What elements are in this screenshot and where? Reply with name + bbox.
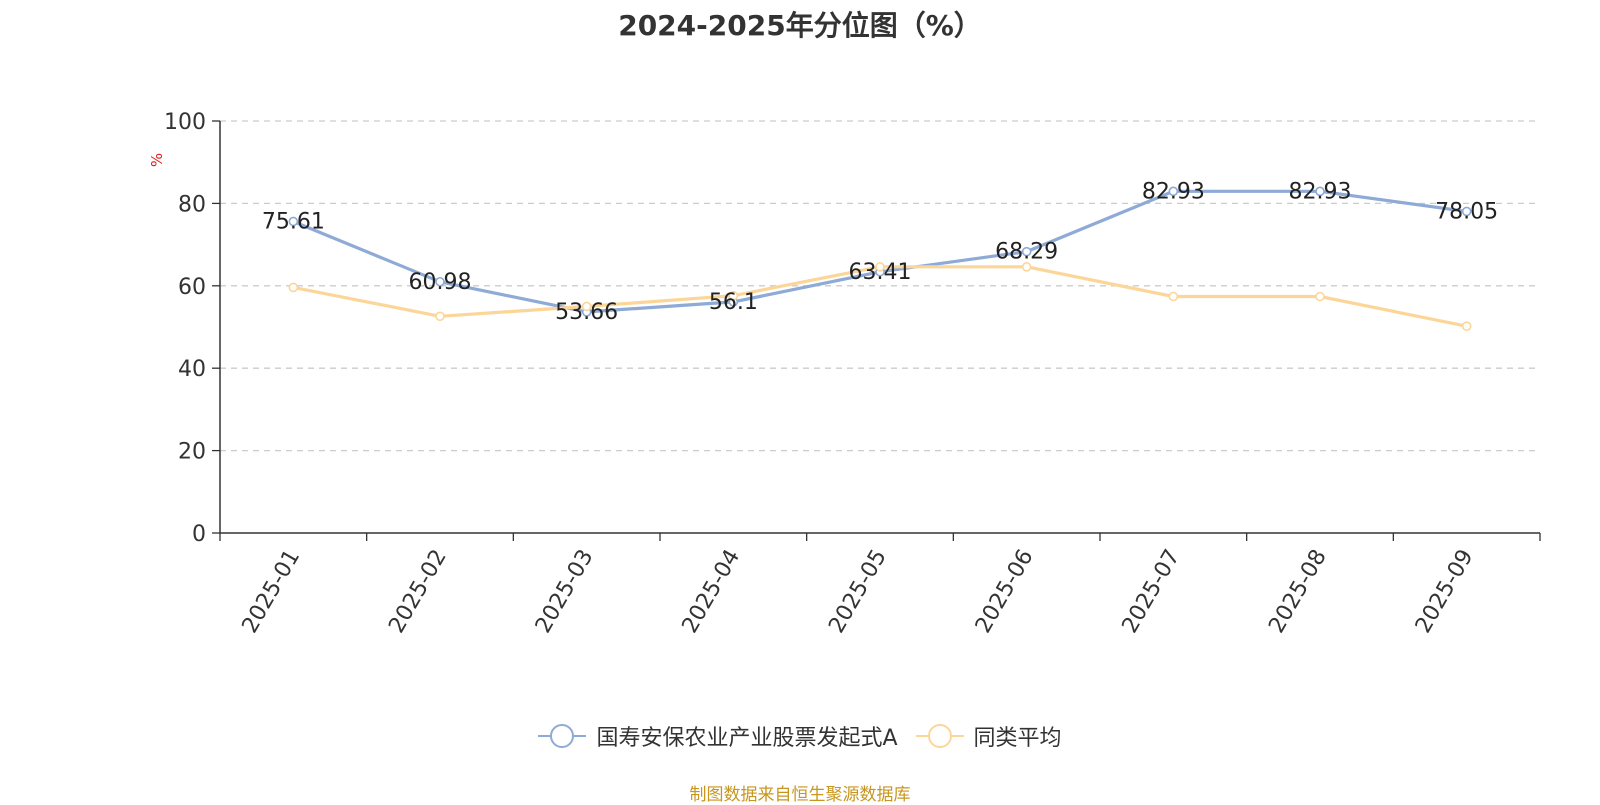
data-point-1 — [875, 262, 885, 272]
data-point-1 — [728, 290, 739, 301]
x-axis-ticks: 2025-01 2025-02 2025-03 2025-04 2025-05 2025-… — [219, 533, 1541, 637]
data-point-1 — [1021, 262, 1032, 272]
data-point-0 — [288, 216, 299, 227]
data-point-0 — [1461, 206, 1472, 217]
data-point-1 — [581, 301, 592, 312]
x-tick-label: 2025-05 — [824, 545, 892, 637]
legend-marker-icon — [927, 724, 952, 748]
data-point-1 — [1168, 291, 1179, 302]
x-tick-label: 2025-06 — [971, 545, 1039, 637]
chart-title: 2024-2025年分位图（%） — [618, 9, 982, 42]
y-axis-label: % — [148, 153, 166, 167]
data-label: 68.29 — [995, 240, 1058, 265]
y-tick-label: 60 — [178, 275, 206, 300]
legend-label-fund: 国寿安保农业产业股票发起式A — [596, 726, 898, 751]
data-point-1 — [1315, 291, 1325, 302]
data-point-0 — [1315, 186, 1325, 197]
data-point-0 — [435, 276, 445, 287]
x-tick-label: 2025-02 — [384, 545, 452, 637]
data-labels: 75.61 60.98 53.66 56.1 63.41 68.29 82.93 82.93 7… — [262, 179, 1498, 325]
data-point-1 — [1461, 321, 1472, 331]
y-tick-label: 40 — [178, 357, 206, 382]
x-tick-label: 2025-09 — [1411, 545, 1479, 637]
data-label: 82.93 — [1142, 179, 1205, 204]
legend-swatch-fund — [538, 724, 587, 748]
legend-marker-icon — [550, 724, 575, 748]
data-label: 78.05 — [1435, 199, 1498, 224]
source-note: 制图数据来自恒生聚源数据库 — [689, 785, 911, 805]
data-label: 75.61 — [262, 209, 325, 234]
x-tick-label: 2025-04 — [678, 545, 746, 637]
data-point-0 — [1168, 186, 1179, 197]
data-label: 56.1 — [709, 290, 758, 315]
x-tick-label: 2025-03 — [531, 545, 599, 637]
legend-swatch-peer-average — [915, 724, 964, 748]
y-axis-ticks: 0 20 40 60 80 100 — [164, 110, 220, 547]
data-point-0 — [1021, 246, 1032, 257]
data-label: 63.41 — [849, 260, 912, 285]
legend-item-fund[interactable]: 国寿安保农业产业股票发起式A — [538, 720, 898, 752]
legend-label-peer-average: 同类平均 — [973, 726, 1062, 751]
axes — [219, 121, 1540, 534]
x-tick-label: 2025-01 — [238, 545, 306, 637]
y-tick-label: 0 — [192, 522, 206, 547]
data-label: 53.66 — [555, 300, 618, 325]
y-tick-label: 20 — [178, 440, 206, 465]
legend-item-peer-average[interactable]: 同类平均 — [915, 720, 1062, 752]
data-point-1 — [288, 282, 299, 293]
x-tick-label: 2025-08 — [1264, 545, 1332, 637]
data-label: 60.98 — [409, 270, 472, 295]
y-tick-label: 100 — [164, 110, 206, 135]
series-lines — [292, 189, 1468, 328]
legend: 国寿安保农业产业股票发起式A 同类平均 — [0, 720, 1600, 752]
series-points — [288, 186, 1472, 331]
data-point-1 — [435, 311, 445, 322]
data-label: 82.93 — [1289, 179, 1352, 204]
x-tick-label: 2025-07 — [1118, 545, 1186, 637]
y-tick-label: 80 — [178, 192, 206, 217]
